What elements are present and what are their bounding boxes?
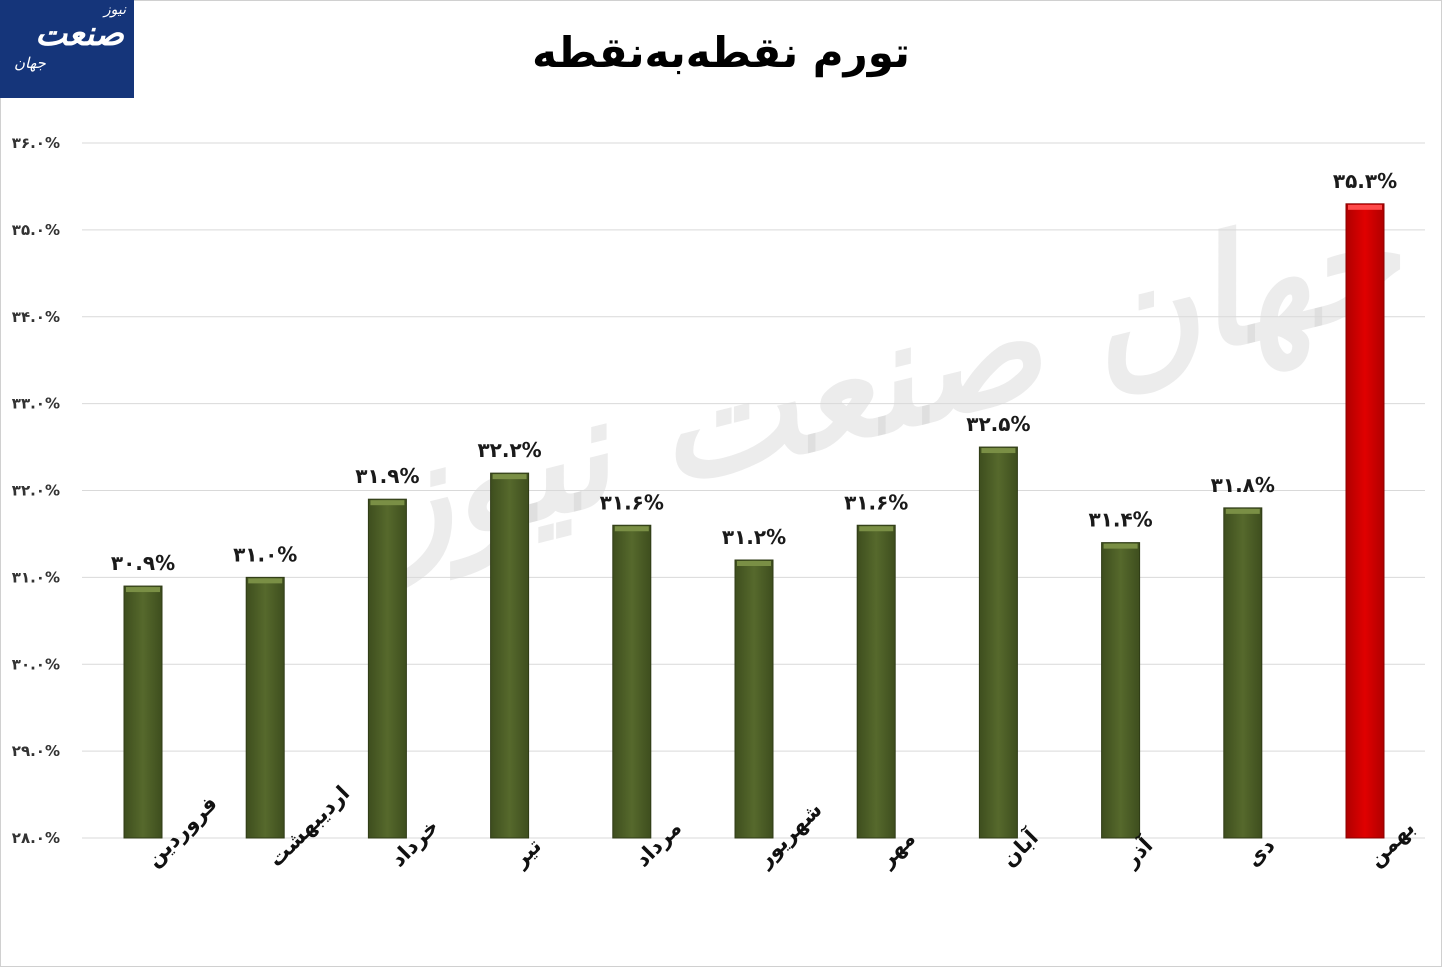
y-tick-label: ۳۰.۰% (12, 655, 60, 673)
bar (1345, 203, 1385, 839)
y-tick-label: ۳۵.۰% (12, 221, 60, 239)
bar (856, 524, 896, 839)
data-label: ۳۲.۲% (477, 438, 541, 462)
y-tick-label: ۳۲.۰% (12, 482, 60, 500)
bar (978, 446, 1018, 839)
bar (1223, 507, 1263, 839)
brand-logo: صنعت جهان نیوز (0, 0, 134, 98)
bar-bevel (981, 448, 1016, 454)
data-label: ۳۵.۳% (1333, 169, 1397, 193)
data-label: ۳۱.۶% (844, 490, 908, 514)
x-tick-label: دی (1241, 833, 1279, 871)
bar-bevel (737, 561, 771, 566)
y-tick-label: ۳۶.۰% (12, 134, 60, 152)
bar (734, 559, 774, 839)
bar-bevel (859, 526, 894, 532)
data-labels: ۳۰.۹% ۳۱.۰% ۳۱.۹% ۳۲.۲% ۳۱.۶% ۳۱.۲% ۳۱.۶% ۳۲.۵%… (111, 169, 1397, 575)
bar-bevel (370, 500, 405, 506)
bar-bevel (1103, 543, 1138, 549)
bar-bevel (614, 526, 649, 532)
bar (123, 585, 163, 839)
bar (490, 472, 530, 839)
data-label: ۳۱.۲% (722, 525, 786, 549)
data-label: ۳۱.۶% (600, 490, 664, 514)
bar (367, 498, 407, 839)
y-tick-label: ۳۴.۰% (12, 308, 60, 326)
bar-bevel (248, 578, 283, 584)
bar-bevel (492, 474, 527, 480)
logo-brand-main: صنعت (35, 14, 125, 54)
y-axis-ticks: ۲۸.۰% ۲۹.۰% ۳۰.۰% ۳۱.۰% ۳۲.۰% ۳۳.۰% ۳۴.۰% ۳۵.۰%… (12, 134, 60, 847)
y-tick-label: ۲۹.۰% (12, 742, 60, 760)
y-tick-label: ۳۳.۰% (12, 395, 60, 413)
logo-brand-sub: جهان (14, 54, 46, 72)
chart-title: تورم نقطه‌به‌نقطه (532, 28, 910, 77)
bars (123, 203, 1385, 839)
bar-bevel (1225, 508, 1260, 514)
data-label: ۳۱.۹% (355, 464, 419, 488)
bar (612, 524, 652, 839)
bar-bevel (1348, 204, 1382, 210)
data-label: ۳۰.۹% (111, 551, 175, 575)
data-label: ۳۱.۴% (1088, 508, 1152, 532)
x-tick-label: تیر (507, 834, 546, 873)
y-tick-label: ۳۱.۰% (12, 568, 60, 586)
bar (1101, 542, 1141, 839)
logo-brand-corner: نیوز (103, 2, 126, 18)
bar (245, 576, 285, 839)
data-label: ۳۱.۰% (233, 542, 297, 566)
data-label: ۳۲.۵% (966, 412, 1030, 436)
bar-bevel (126, 587, 160, 593)
y-tick-label: ۲۸.۰% (12, 829, 60, 847)
data-label: ۳۱.۸% (1211, 473, 1275, 497)
